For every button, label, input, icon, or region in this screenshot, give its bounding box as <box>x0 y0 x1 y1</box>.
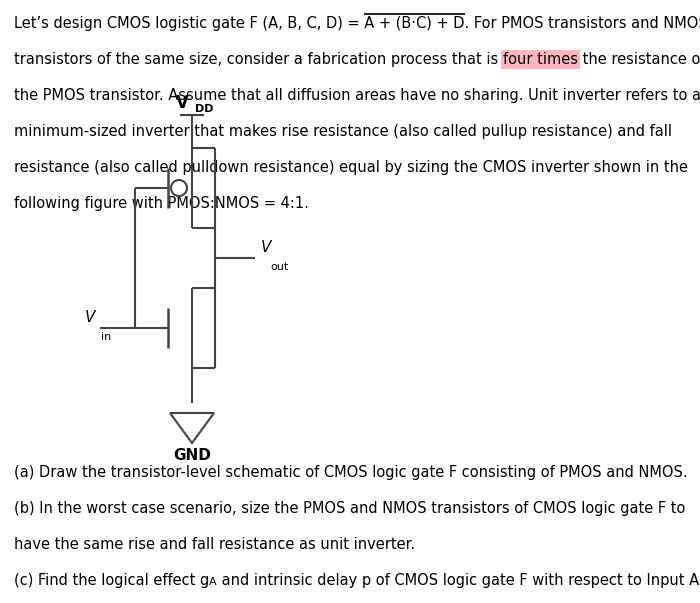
Text: A: A <box>209 577 217 587</box>
Text: following figure with PMOS:NMOS = 4:1.: following figure with PMOS:NMOS = 4:1. <box>14 196 309 211</box>
Text: Let’s design CMOS logistic gate F (A, B, C, D) =: Let’s design CMOS logistic gate F (A, B,… <box>14 16 364 31</box>
Text: (b) In the worst case scenario, size the PMOS and NMOS transistors of CMOS logic: (b) In the worst case scenario, size the… <box>14 501 685 516</box>
Text: transistors of the same size, consider a fabrication process that is: transistors of the same size, consider a… <box>14 52 503 67</box>
Text: the resistance of: the resistance of <box>578 52 700 67</box>
Text: $V$: $V$ <box>260 239 273 255</box>
Text: (a) Draw the transistor-level schematic of CMOS logic gate F consisting of PMOS : (a) Draw the transistor-level schematic … <box>14 465 687 480</box>
Text: resistance (also called pulldown resistance) equal by sizing the CMOS inverter s: resistance (also called pulldown resista… <box>14 160 688 175</box>
Text: $V$: $V$ <box>84 309 97 325</box>
Text: four times: four times <box>503 52 578 67</box>
Text: $\mathbf{V}$: $\mathbf{V}$ <box>175 94 190 112</box>
Text: four times: four times <box>503 52 578 67</box>
Text: have the same rise and fall resistance as unit inverter.: have the same rise and fall resistance a… <box>14 537 415 552</box>
Text: out: out <box>270 262 288 272</box>
Text: minimum-sized inverter that makes rise resistance (also called pullup resistance: minimum-sized inverter that makes rise r… <box>14 124 672 139</box>
Text: transistors of the same size, consider a fabrication process that is: transistors of the same size, consider a… <box>14 52 503 67</box>
Text: and intrinsic delay p of CMOS logic gate F with respect to Input A.: and intrinsic delay p of CMOS logic gate… <box>217 573 700 588</box>
Text: in: in <box>101 332 111 342</box>
Text: DD: DD <box>195 104 214 114</box>
Text: (c) Find the logical effect g: (c) Find the logical effect g <box>14 573 209 588</box>
Text: (c) Find the logical effect g: (c) Find the logical effect g <box>14 573 209 588</box>
Text: A: A <box>209 577 217 587</box>
Text: the PMOS transistor. Assume that all diffusion areas have no sharing. Unit inver: the PMOS transistor. Assume that all dif… <box>14 88 700 103</box>
Text: A + (B·C) + D: A + (B·C) + D <box>14 16 114 31</box>
Text: Let’s design CMOS logistic gate F (A, B, C, D) = A + (B·C) + D. For PMOS transis: Let’s design CMOS logistic gate F (A, B,… <box>14 16 700 31</box>
Text: GND: GND <box>173 448 211 463</box>
